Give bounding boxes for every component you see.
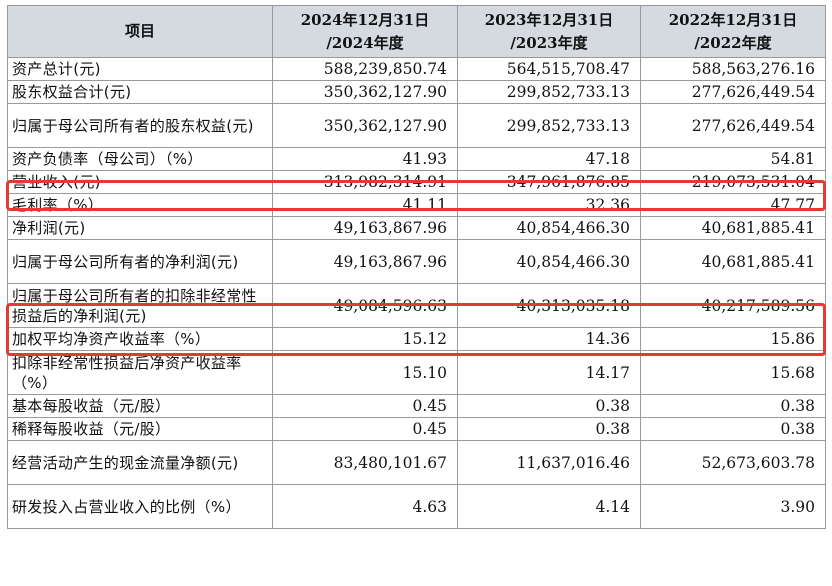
table-row: 稀释每股收益（元/股） 0.45 0.38 0.38: [7, 417, 826, 441]
row-label: 营业收入(元): [7, 170, 273, 194]
cell-2023: 0.38: [457, 417, 641, 441]
cell-2022: 40,681,885.41: [640, 239, 826, 284]
row-label: 扣除非经常性损益后净资产收益率（%）: [7, 350, 273, 395]
cell-2022: 3.90: [640, 484, 826, 529]
cell-2024: 350,362,127.90: [272, 103, 458, 148]
cell-2022: 40,681,885.41: [640, 216, 826, 240]
row-label: 研发投入占营业收入的比例（%）: [7, 484, 273, 529]
cell-2023: 47.18: [457, 147, 641, 171]
cell-2024: 41.11: [272, 193, 458, 217]
cell-2022: 588,563,276.16: [640, 57, 826, 81]
table-row: 股东权益合计(元) 350,362,127.90 299,852,733.13 …: [7, 80, 826, 104]
cell-2024: 41.93: [272, 147, 458, 171]
table-row: 加权平均净资产收益率（%） 15.12 14.36 15.86: [7, 327, 826, 351]
table-row: 扣除非经常性损益后净资产收益率（%） 15.10 14.17 15.68: [7, 350, 826, 395]
cell-2024: 15.12: [272, 327, 458, 351]
table-row: 基本每股收益（元/股） 0.45 0.38 0.38: [7, 394, 826, 418]
header-item: 项目: [7, 5, 273, 58]
row-label: 资产负债率（母公司）（%）: [7, 147, 273, 171]
cell-2022: 40,217,589.56: [640, 283, 826, 328]
row-label: 股东权益合计(元): [7, 80, 273, 104]
table-row: 研发投入占营业收入的比例（%） 4.63 4.14 3.90: [7, 484, 826, 529]
cell-2022: 15.68: [640, 350, 826, 395]
row-label: 资产总计(元): [7, 57, 273, 81]
table-row: 毛利率（%） 41.11 32.36 47.77: [7, 193, 826, 217]
cell-2024: 83,480,101.67: [272, 440, 458, 485]
header-2022: 2022年12月31日/2022年度: [640, 5, 826, 58]
row-label: 基本每股收益（元/股）: [7, 394, 273, 418]
row-label: 净利润(元): [7, 216, 273, 240]
row-label: 归属于母公司所有者的股东权益(元): [7, 103, 273, 148]
cell-2023: 40,854,466.30: [457, 239, 641, 284]
table-row: 资产负债率（母公司）（%） 41.93 47.18 54.81: [7, 147, 826, 171]
cell-2024: 49,163,867.96: [272, 216, 458, 240]
cell-2022: 52,673,603.78: [640, 440, 826, 485]
cell-2024: 15.10: [272, 350, 458, 395]
financial-summary-table: 项目 2024年12月31日/2024年度 2023年12月31日/2023年度…: [7, 5, 826, 529]
cell-2024: 0.45: [272, 394, 458, 418]
row-label: 加权平均净资产收益率（%）: [7, 327, 273, 351]
cell-2022: 277,626,449.54: [640, 80, 826, 104]
table-row: 归属于母公司所有者的净利润(元) 49,163,867.96 40,854,46…: [7, 239, 826, 284]
cell-2024: 0.45: [272, 417, 458, 441]
cell-2022: 54.81: [640, 147, 826, 171]
table-row: 净利润(元) 49,163,867.96 40,854,466.30 40,68…: [7, 216, 826, 240]
row-label: 归属于母公司所有者的扣除非经常性损益后的净利润(元): [7, 283, 273, 328]
row-label: 毛利率（%）: [7, 193, 273, 217]
cell-2023: 14.36: [457, 327, 641, 351]
cell-2022: 0.38: [640, 417, 826, 441]
table-row: 资产总计(元) 588,239,850.74 564,515,708.47 58…: [7, 57, 826, 81]
table-row-highlighted: 营业收入(元) 313,982,314.91 347,961,876.85 21…: [7, 170, 826, 194]
cell-2024: 4.63: [272, 484, 458, 529]
header-2024: 2024年12月31日/2024年度: [272, 5, 458, 58]
cell-2024: 49,084,596.63: [272, 283, 458, 328]
cell-2023: 299,852,733.13: [457, 80, 641, 104]
cell-2023: 11,637,016.46: [457, 440, 641, 485]
cell-2022: 219,073,531.04: [640, 170, 826, 194]
cell-2023: 564,515,708.47: [457, 57, 641, 81]
cell-2023: 14.17: [457, 350, 641, 395]
cell-2024: 49,163,867.96: [272, 239, 458, 284]
cell-2024: 588,239,850.74: [272, 57, 458, 81]
cell-2023: 299,852,733.13: [457, 103, 641, 148]
cell-2023: 0.38: [457, 394, 641, 418]
cell-2023: 32.36: [457, 193, 641, 217]
cell-2024: 350,362,127.90: [272, 80, 458, 104]
table-row-highlighted: 归属于母公司所有者的扣除非经常性损益后的净利润(元) 49,084,596.63…: [7, 283, 826, 328]
cell-2022: 15.86: [640, 327, 826, 351]
row-label: 稀释每股收益（元/股）: [7, 417, 273, 441]
cell-2023: 347,961,876.85: [457, 170, 641, 194]
table-row: 归属于母公司所有者的股东权益(元) 350,362,127.90 299,852…: [7, 103, 826, 148]
cell-2023: 4.14: [457, 484, 641, 529]
cell-2023: 40,854,466.30: [457, 216, 641, 240]
cell-2022: 277,626,449.54: [640, 103, 826, 148]
cell-2022: 47.77: [640, 193, 826, 217]
table-header-row: 项目 2024年12月31日/2024年度 2023年12月31日/2023年度…: [7, 5, 826, 58]
table-row: 经营活动产生的现金流量净额(元) 83,480,101.67 11,637,01…: [7, 440, 826, 485]
cell-2022: 0.38: [640, 394, 826, 418]
row-label: 经营活动产生的现金流量净额(元): [7, 440, 273, 485]
header-2023: 2023年12月31日/2023年度: [457, 5, 641, 58]
cell-2023: 40,313,035.18: [457, 283, 641, 328]
row-label: 归属于母公司所有者的净利润(元): [7, 239, 273, 284]
cell-2024: 313,982,314.91: [272, 170, 458, 194]
